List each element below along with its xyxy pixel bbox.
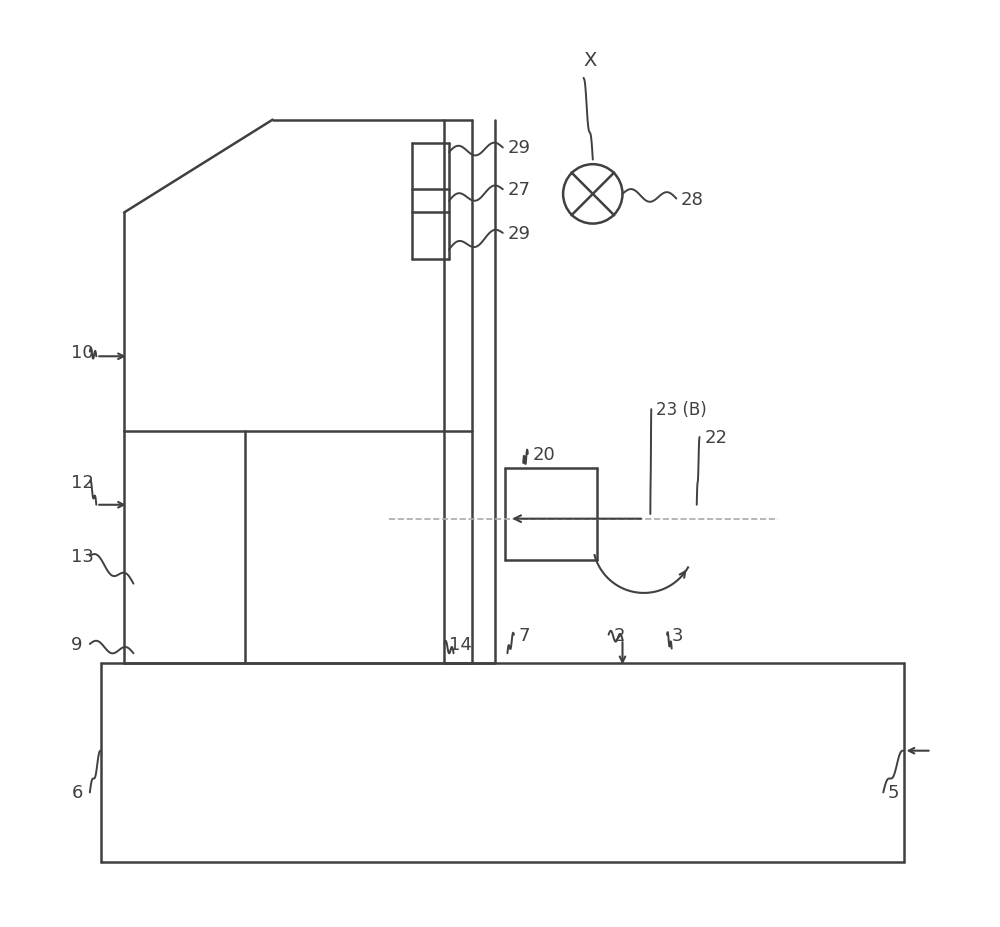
Text: 9: 9 xyxy=(71,635,83,654)
Text: 13: 13 xyxy=(71,547,94,565)
Text: 5: 5 xyxy=(888,783,899,802)
Text: 29: 29 xyxy=(507,224,530,243)
Text: 20: 20 xyxy=(532,445,555,464)
Text: 3: 3 xyxy=(672,626,683,644)
Text: 22: 22 xyxy=(704,428,727,447)
Text: 28: 28 xyxy=(681,190,704,209)
Text: 10: 10 xyxy=(71,343,94,362)
Text: 2: 2 xyxy=(613,626,625,644)
Text: 29: 29 xyxy=(507,139,530,158)
Text: 12: 12 xyxy=(71,473,94,491)
Text: X: X xyxy=(584,51,597,70)
Text: 6: 6 xyxy=(71,783,83,802)
Text: 14: 14 xyxy=(449,635,472,654)
Text: 7: 7 xyxy=(519,626,530,644)
Text: 23 (B): 23 (B) xyxy=(656,400,707,419)
Text: 27: 27 xyxy=(507,181,530,199)
